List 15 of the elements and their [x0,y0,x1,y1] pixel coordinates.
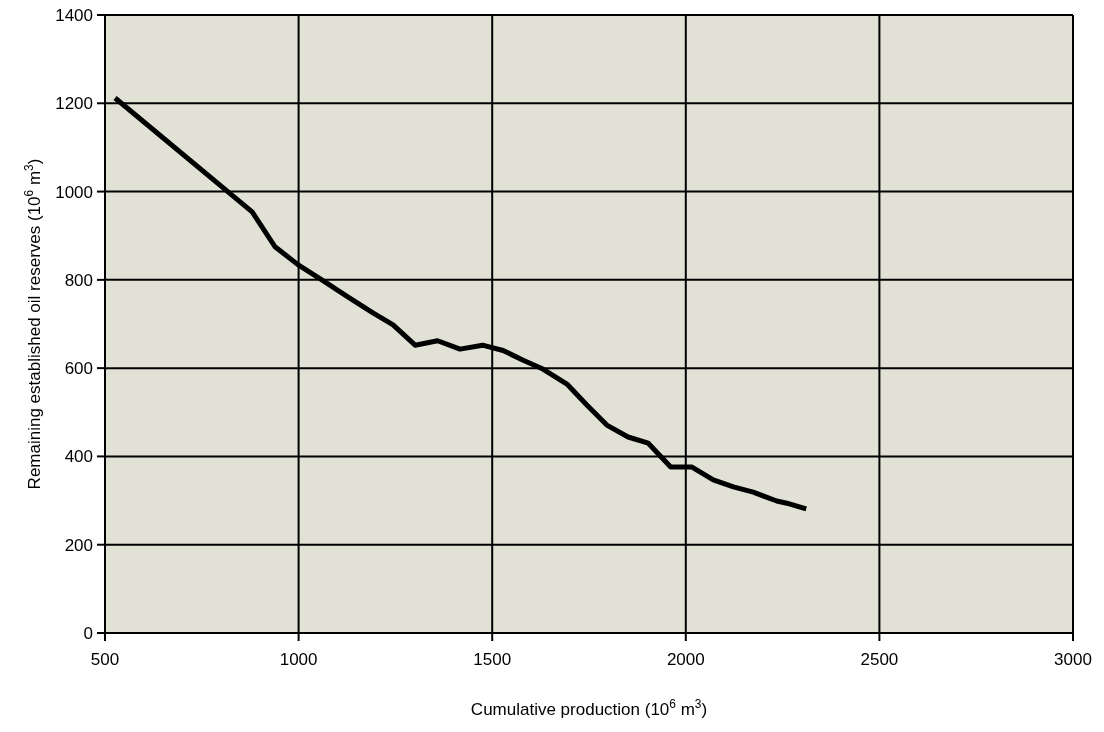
y-tick-label: 1200 [55,94,93,114]
x-tick-label: 1000 [279,650,318,669]
y-tick-label: 0 [83,623,93,643]
x-tick-label: 2000 [666,650,705,669]
y-tick-label: 1400 [55,5,93,25]
y-tick-label: 800 [64,270,93,290]
x-tick-label: 3000 [1054,650,1092,669]
y-tick-label: 600 [64,359,93,379]
y-tick-label: 1000 [55,182,93,202]
x-tick-label: 1500 [473,650,512,669]
x-tick-label: 2500 [860,650,899,669]
y-tick-label: 400 [64,447,93,467]
x-axis-title: Cumulative production (10$^{6}$ m$^{3}$) [470,697,708,719]
y-tick-label: 200 [64,535,93,555]
x-tick-label: 500 [90,650,120,669]
